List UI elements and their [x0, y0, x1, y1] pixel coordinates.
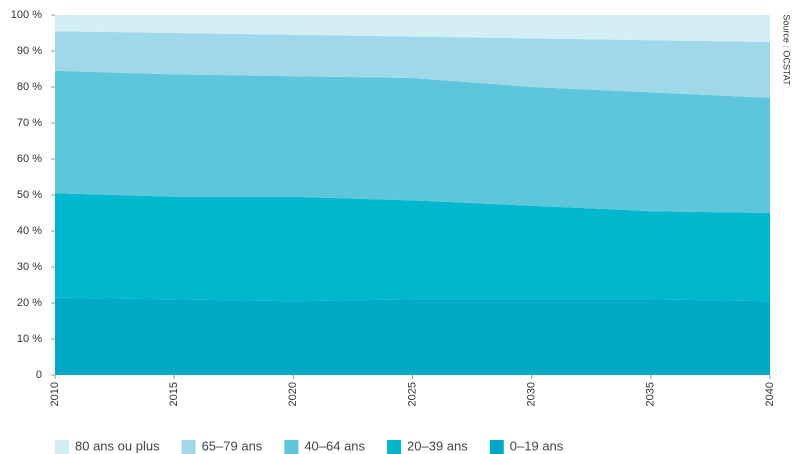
y-tick-label: 10 %	[17, 333, 42, 345]
y-tick-label: 60 %	[17, 153, 42, 165]
area	[55, 297, 770, 375]
y-tick-label: 40 %	[17, 225, 42, 237]
x-tick-label: 2020	[287, 382, 299, 406]
x-tick-label: 2035	[645, 382, 657, 406]
legend-label: 20–39 ans	[407, 438, 468, 453]
x-tick-label: 2030	[526, 382, 538, 406]
source-note: Source : OCSTAT	[782, 14, 792, 86]
y-tick-label: 80 %	[17, 81, 42, 93]
legend-swatch	[489, 440, 504, 454]
legend-label: 80 ans ou plus	[75, 438, 160, 453]
legend: 80 ans ou plus 65–79 ans 40–64 ans 20–39 an…	[55, 438, 564, 454]
legend-label: 0–19 ans	[510, 438, 564, 453]
y-tick-label: 70 %	[17, 117, 42, 129]
y-tick-label: 100 %	[11, 9, 42, 21]
x-tick-label: 2040	[764, 382, 776, 406]
area	[55, 31, 770, 98]
x-tick-label: 2015	[168, 382, 180, 406]
legend-swatch	[55, 440, 69, 454]
legend-swatch	[284, 440, 299, 454]
y-tick-label: 0	[36, 369, 42, 381]
area	[55, 193, 770, 302]
legend-swatch	[181, 440, 196, 454]
y-tick-label: 50 %	[17, 189, 42, 201]
y-tick-label: 90 %	[17, 45, 42, 57]
x-tick-label: 2010	[49, 382, 61, 406]
legend-label: 65–79 ans	[202, 438, 263, 453]
legend-label: 40–64 ans	[304, 438, 365, 453]
y-tick-label: 20 %	[17, 297, 42, 309]
area	[55, 70, 770, 213]
legend-swatch	[387, 440, 402, 454]
area	[55, 15, 770, 42]
x-tick-label: 2025	[406, 382, 418, 406]
y-tick-label: 30 %	[17, 261, 42, 273]
